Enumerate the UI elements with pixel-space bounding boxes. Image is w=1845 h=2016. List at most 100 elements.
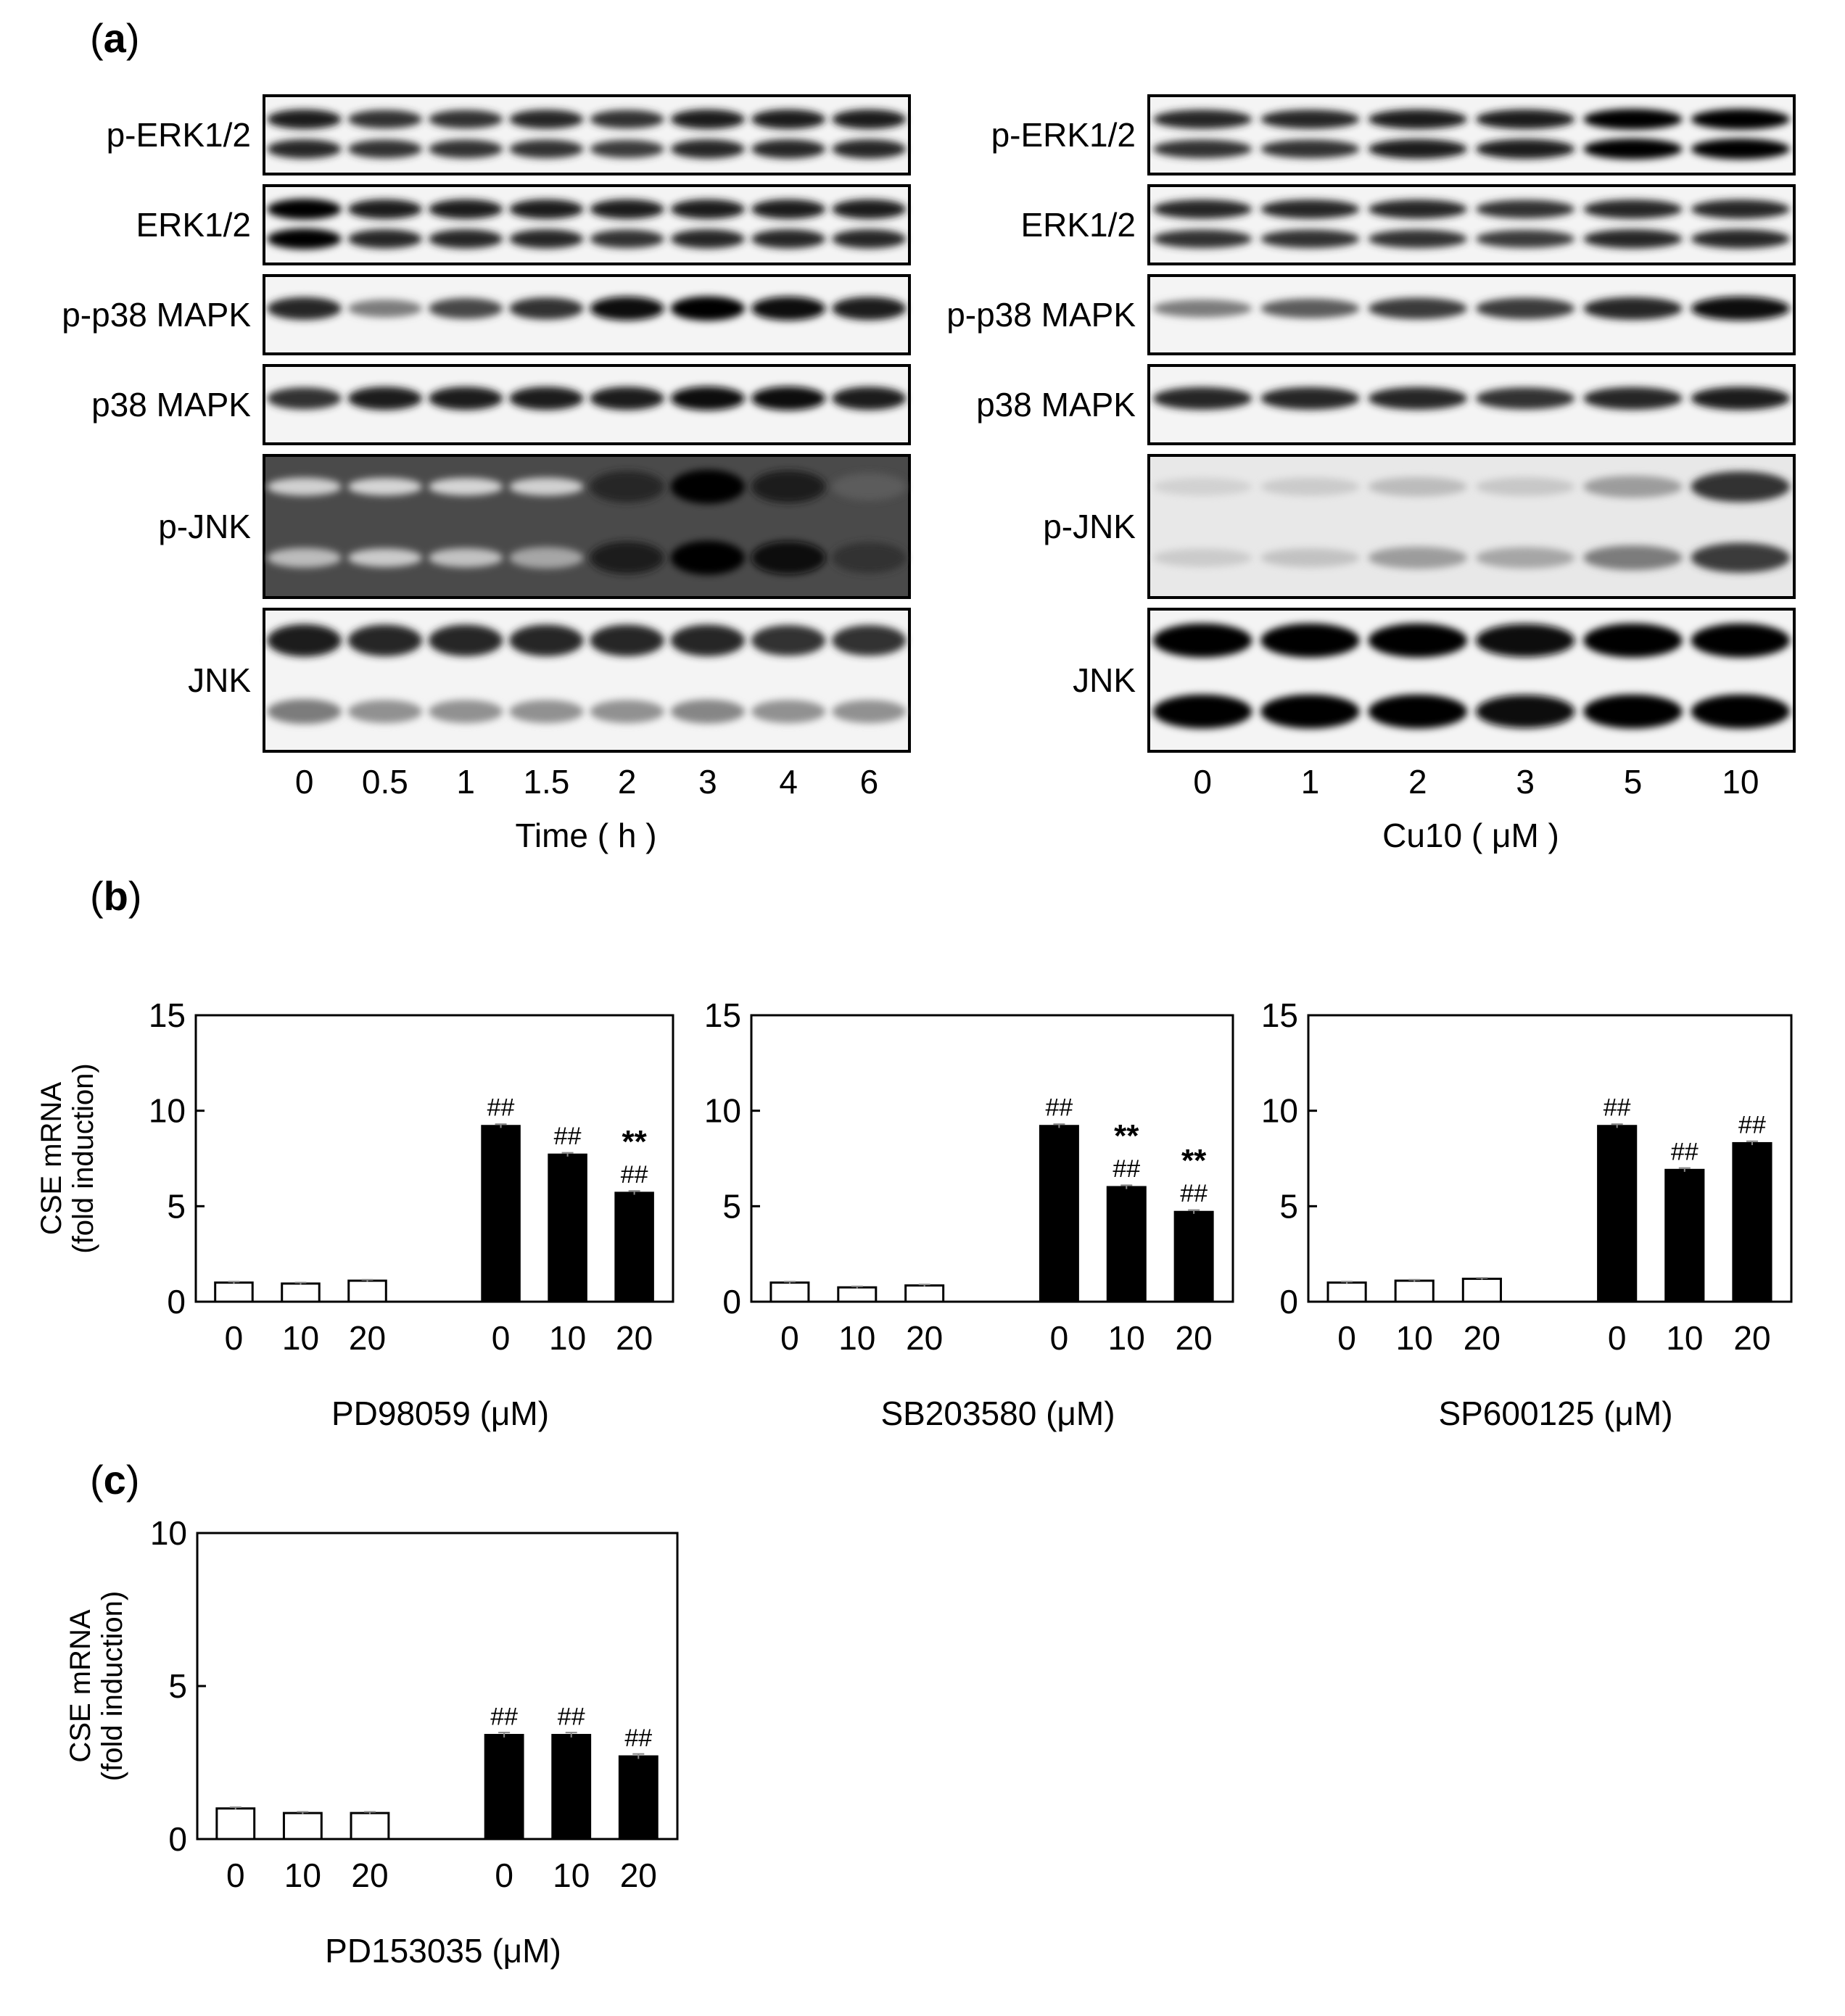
x-tick-label: 20 (351, 1856, 388, 1894)
blot-band (267, 387, 342, 410)
blot-band (590, 110, 664, 129)
blot-band (267, 139, 342, 159)
blot-band (509, 477, 584, 496)
plot-frame (750, 1014, 1234, 1303)
blot-row-p-jnk: p-JNK (158, 454, 911, 599)
blot-band (670, 386, 746, 410)
significance-hash: ## (621, 1161, 648, 1189)
blot-band (1583, 229, 1683, 249)
x-tick-label: 20 (349, 1319, 386, 1357)
blot-row-label: ERK1/2 (136, 206, 251, 244)
blot-band (267, 624, 342, 657)
y-axis-title-line: (fold induction) (67, 1063, 99, 1253)
blot-band (1260, 298, 1360, 318)
lane-label: 1 (1301, 763, 1320, 801)
x-tick-label: 0 (492, 1319, 511, 1357)
significance-hash: ## (490, 1703, 518, 1731)
y-tick-label: 5 (167, 1187, 186, 1225)
blot-band (509, 547, 584, 569)
blot-band (1583, 694, 1683, 729)
x-tick-label: 10 (1108, 1319, 1145, 1357)
blot-band (1583, 139, 1683, 160)
significance-hash: ## (1603, 1094, 1631, 1122)
blot-row-label: JNK (188, 661, 251, 699)
blot-band (590, 471, 664, 503)
blot-band (1475, 477, 1575, 497)
bar (282, 1811, 323, 1841)
blot-band (1583, 387, 1683, 410)
blot-band (347, 139, 423, 159)
blot-row-label: p-JNK (1043, 508, 1136, 545)
blot-row-p-p38-mapk: p-p38 MAPK (62, 274, 911, 355)
blot-band (670, 469, 746, 504)
y-tick-label: 10 (704, 1092, 741, 1130)
blot-row-p-erk1-2: p-ERK1/2 (107, 94, 911, 175)
blot-band (1475, 297, 1575, 320)
blot-band (751, 296, 826, 321)
blot-band (832, 229, 907, 249)
bar (904, 1284, 945, 1303)
blot-frame (1147, 364, 1796, 445)
blot-band (1691, 623, 1791, 658)
x-tick-label: 0 (495, 1856, 513, 1894)
blot-band (509, 624, 584, 656)
y-axis-title: CSE mRNA(fold induction) (65, 1591, 128, 1781)
blot-band (590, 387, 664, 410)
blot-band (428, 387, 503, 410)
blot-band (670, 624, 746, 656)
blot-band (1475, 229, 1575, 248)
blot-band (832, 139, 907, 159)
blot-x-axis-title: Time ( h ) (515, 817, 656, 854)
bar-chart-pd153035: 0 5 10 0 10 20 0 ## 10 ## 20 ## PD153035 (μM) CSE mRN… (65, 1514, 679, 1970)
blot-band (751, 541, 826, 575)
bar (1326, 1281, 1367, 1303)
lane-label: 1.5 (523, 763, 569, 801)
x-tick-label: 10 (838, 1319, 875, 1357)
blot-row-label: p-p38 MAPK (62, 296, 251, 334)
blot-frame (263, 184, 911, 265)
blot-band (1691, 199, 1791, 219)
blot-band (1260, 548, 1360, 568)
western-blot-time-course: p-ERK1/2 ERK1/2 p-p38 MAPK p38 MAPK p-JNK JNK… (62, 94, 911, 854)
blot-band (428, 298, 503, 319)
x-tick-label: 0 (226, 1856, 245, 1894)
bar (1039, 1125, 1079, 1303)
x-tick-label: 20 (616, 1319, 653, 1357)
lane-label: 0 (295, 763, 314, 801)
western-blot-dose-response: p-ERK1/2 ERK1/2 p-p38 MAPK p38 MAPK p-JNK JNK… (946, 94, 1796, 854)
blot-band (751, 139, 826, 159)
y-tick-label: 0 (722, 1283, 741, 1321)
blot-band (832, 542, 907, 574)
blot-band (428, 139, 503, 159)
blot-row-p38-mapk: p38 MAPK (91, 364, 911, 445)
blot-row-p-jnk: p-JNK (1043, 454, 1796, 599)
lane-label: 10 (1722, 763, 1759, 801)
bar (837, 1286, 878, 1303)
blot-row-label: p-JNK (158, 508, 251, 545)
x-axis-title: SB203580 (μM) (880, 1395, 1115, 1432)
blot-band (347, 229, 423, 249)
x-tick-label: 0 (1337, 1319, 1356, 1357)
y-tick-label: 5 (722, 1187, 741, 1225)
x-tick-label: 0 (780, 1319, 799, 1357)
significance-hash: ## (554, 1123, 582, 1150)
blot-band (1691, 387, 1791, 410)
blot-band (347, 700, 423, 723)
blot-band (832, 387, 907, 410)
blot-band (428, 478, 503, 496)
bar (481, 1125, 521, 1303)
blot-band (590, 624, 664, 656)
blot-band (1260, 199, 1360, 219)
blot-band (1475, 199, 1575, 219)
significance-stars: ** (1114, 1118, 1139, 1154)
blot-band (1152, 199, 1252, 219)
blot-band (1691, 139, 1791, 160)
blot-band (1368, 623, 1468, 658)
x-tick-label: 10 (284, 1856, 321, 1894)
lane-label: 3 (1516, 763, 1535, 801)
blot-band (347, 387, 423, 410)
blot-band (428, 548, 503, 568)
y-tick-label: 10 (1261, 1092, 1298, 1130)
blot-band (1475, 387, 1575, 410)
blot-band (1691, 229, 1791, 249)
